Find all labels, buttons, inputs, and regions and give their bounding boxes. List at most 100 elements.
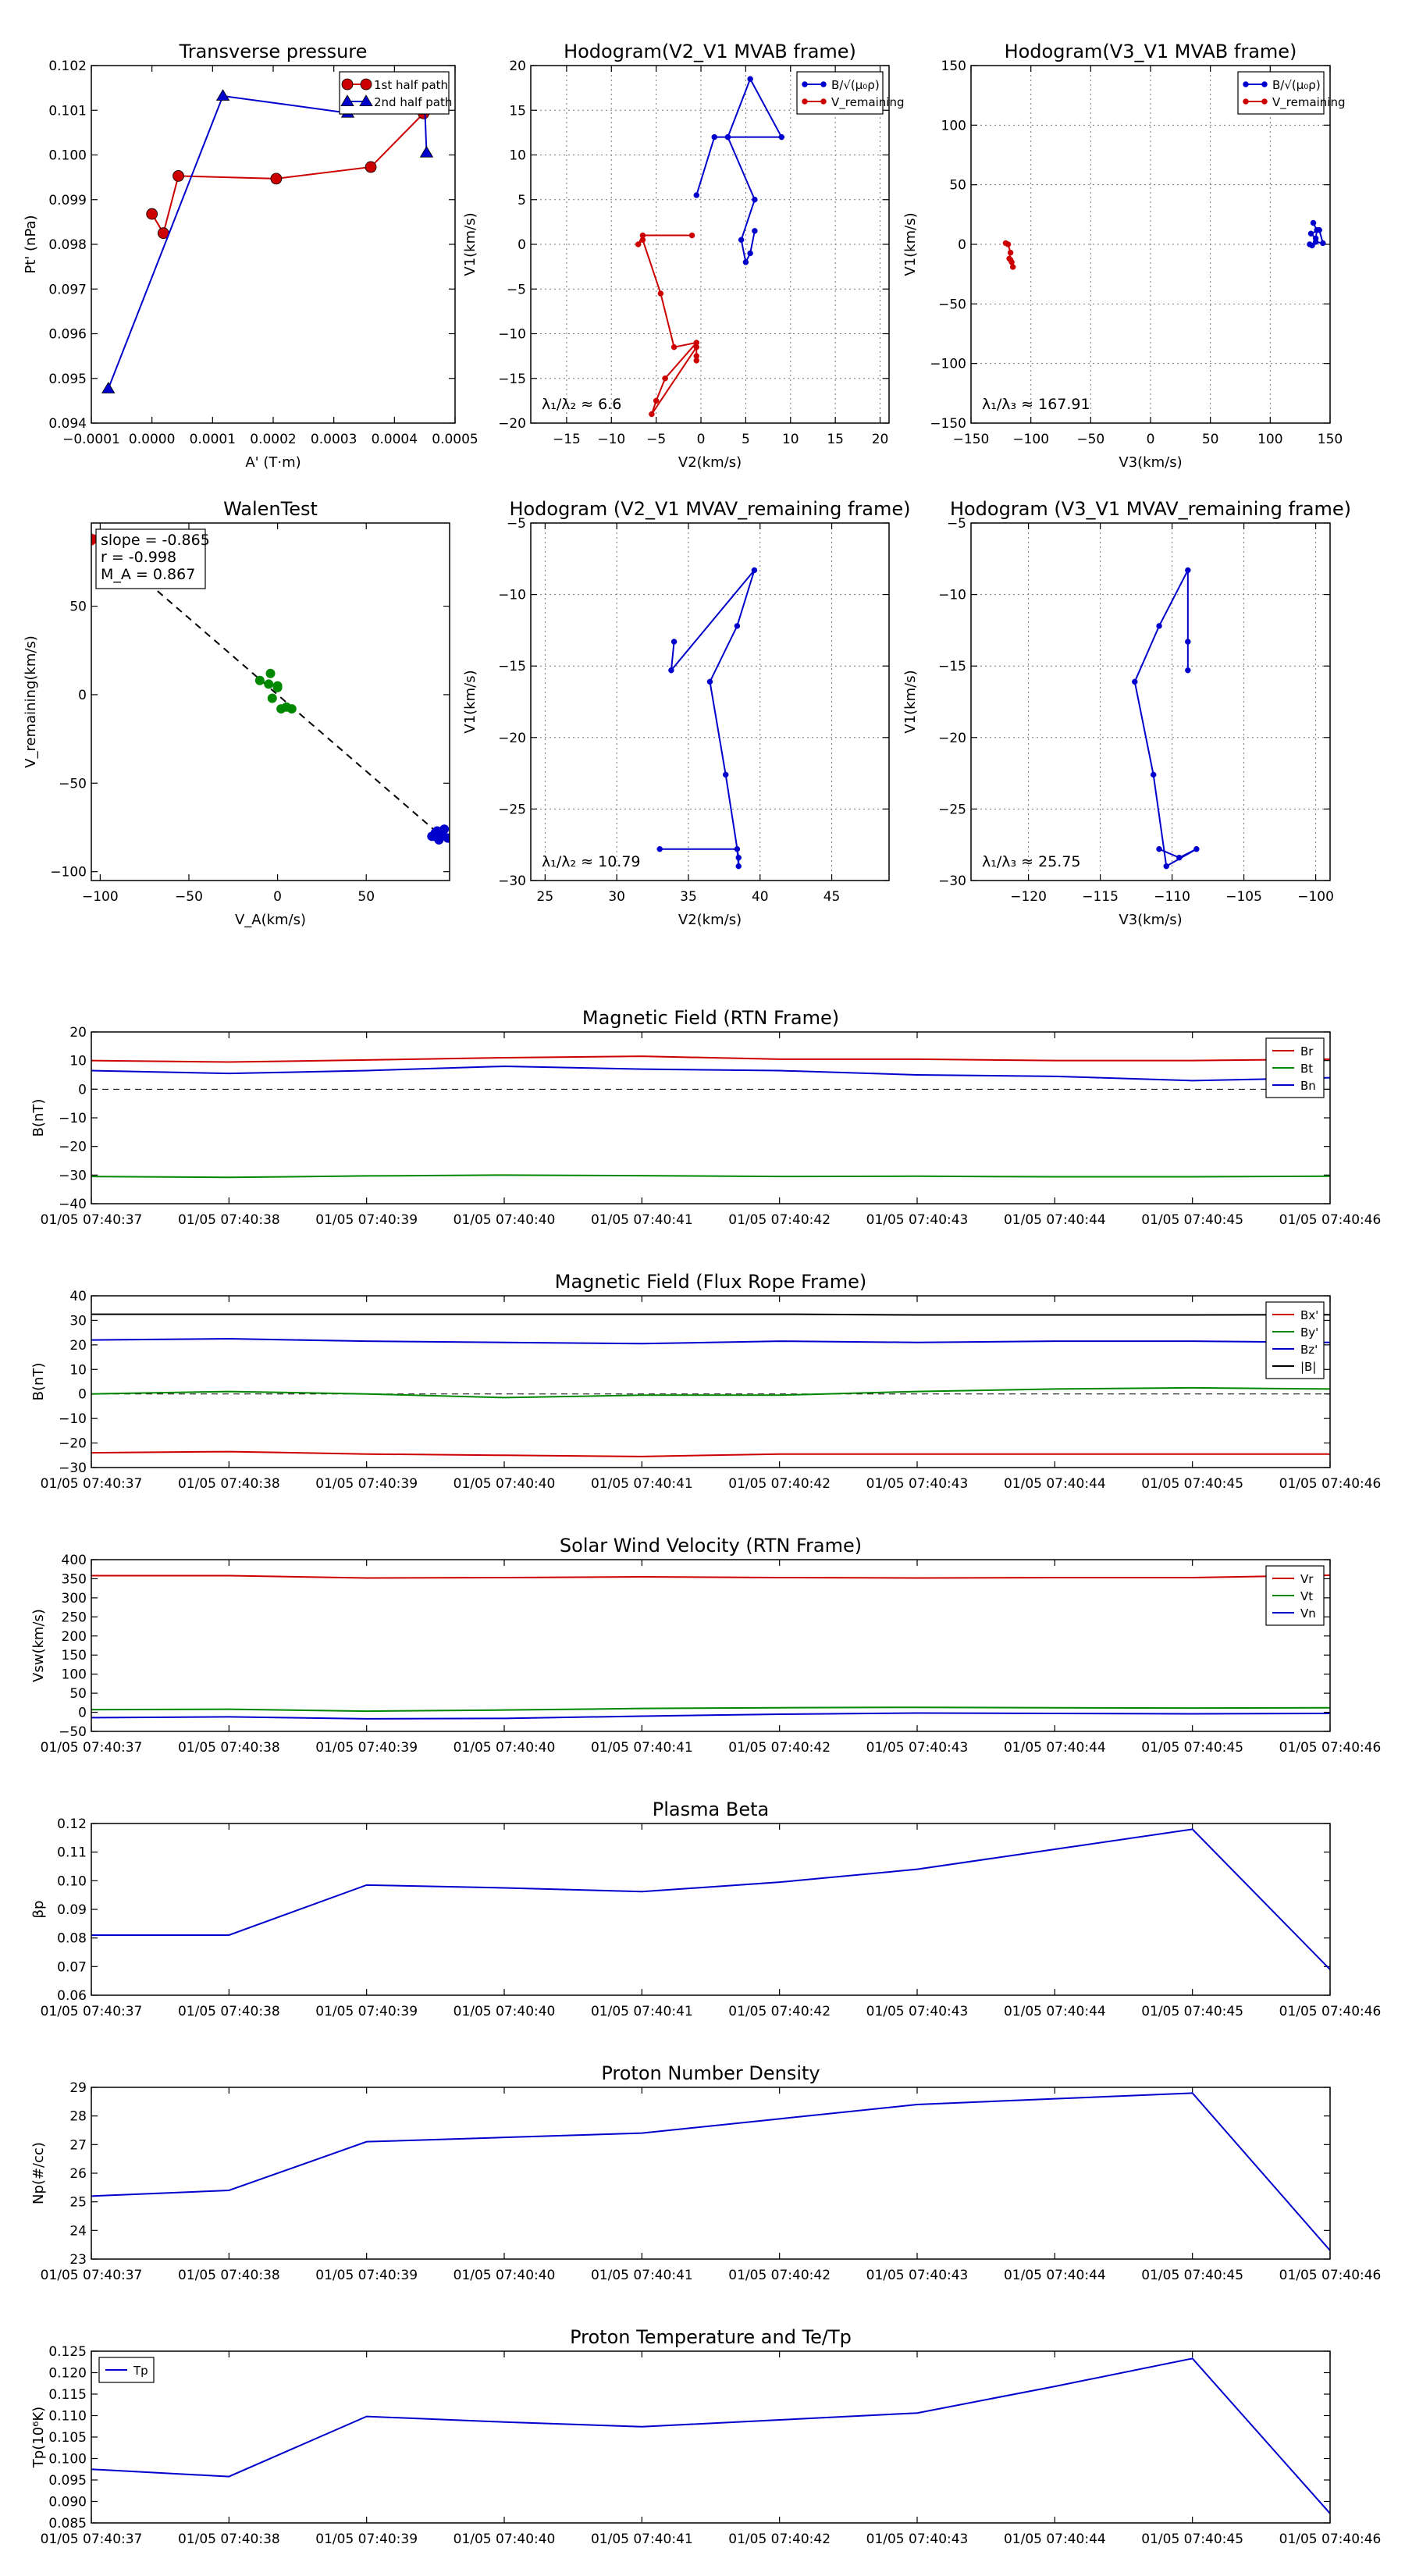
plot-frame (91, 1295, 1331, 1468)
y-tick-label: 0.10 (57, 1873, 87, 1889)
chart-title: Proton Number Density (601, 2062, 820, 2084)
x-tick-label: 0.0002 (250, 432, 296, 447)
y-tick-label: 0.094 (48, 416, 87, 432)
x-tick-label: 01/05 07:40:42 (728, 2532, 831, 2547)
data-point (706, 678, 713, 685)
data-point (1156, 623, 1162, 629)
x-tick-label: −5 (646, 432, 666, 447)
y-tick-label: 0.110 (48, 2409, 87, 2425)
x-tick-label: −0.0001 (62, 432, 120, 447)
x-tick-label: 01/05 07:40:37 (41, 1476, 143, 1492)
y-axis-label: V1(km/s) (902, 670, 919, 733)
y-tick-label: 26 (69, 2166, 87, 2182)
data-point (656, 845, 663, 852)
x-tick-label: 01/05 07:40:38 (178, 2268, 280, 2283)
x-tick-label: −15 (553, 432, 581, 447)
data-point (693, 358, 700, 364)
y-tick-label: −15 (498, 372, 526, 387)
ratio-annotation: λ₁/λ₃ ≈ 167.91 (982, 396, 1090, 413)
data-point (657, 290, 664, 297)
y-tick-label: 50 (949, 178, 966, 194)
y-tick-label: 0.102 (48, 59, 87, 74)
x-tick-label: 01/05 07:40:43 (866, 1476, 969, 1492)
series-line (91, 1450, 1330, 1457)
series-hodo_mvav_31-0 (1132, 567, 1200, 870)
stats-line: M_A = 0.867 (101, 566, 195, 583)
y-tick-label: 5 (518, 193, 526, 208)
x-tick-label: 01/05 07:40:44 (1004, 1476, 1106, 1492)
series-line (91, 2357, 1330, 2514)
series-walen-1 (254, 668, 297, 714)
series-b_fr-2 (91, 1337, 1330, 1345)
x-tick-label: 01/05 07:40:40 (454, 1476, 556, 1492)
x-tick-label: 150 (1318, 432, 1343, 447)
x-axis-label: V_A(km/s) (235, 912, 306, 928)
x-tick-label: 01/05 07:40:45 (1141, 2532, 1243, 2547)
y-tick-label: 400 (62, 1553, 87, 1568)
y-tick-label: 0.099 (48, 193, 87, 208)
series-line (91, 1055, 1330, 1063)
y-tick-label: −20 (498, 416, 526, 432)
legend-marker (360, 78, 372, 91)
series-hodo_mvab_31-1 (1002, 240, 1016, 270)
data-point (267, 693, 277, 703)
y-tick-label: 50 (69, 1686, 87, 1702)
plot-frame (91, 65, 456, 424)
y-tick-label: −20 (59, 1140, 87, 1155)
series-line (91, 1337, 1330, 1345)
data-point (752, 228, 758, 234)
y-tick-label: 28 (69, 2109, 87, 2125)
y-tick-label: 250 (62, 1610, 87, 1625)
x-tick-label: 01/05 07:40:42 (728, 2004, 831, 2019)
series-line (1133, 569, 1197, 868)
series-hodo_mvab_31-0 (1307, 219, 1326, 249)
y-axis-label: βp (30, 1901, 47, 1919)
chart-vsw: −50 0 50 100 150 200 250 300 350 400 01/05 07:40:3… (30, 1535, 1381, 1756)
data-point (693, 192, 700, 198)
data-point (668, 667, 674, 674)
y-tick-label: 27 (69, 2137, 87, 2153)
x-tick-label: −100 (1012, 432, 1049, 447)
y-tick-label: 40 (69, 1289, 87, 1304)
y-axis-label: V_remaining(km/s) (23, 635, 39, 768)
legend: B/√(μ₀ρ) V_remaining (1237, 71, 1346, 115)
x-tick-label: 01/05 07:40:44 (1004, 2268, 1106, 2283)
data-point (735, 854, 742, 861)
data-point (1176, 854, 1183, 861)
y-tick-label: −5 (947, 516, 966, 532)
y-tick-label: 100 (62, 1667, 87, 1683)
legend-label: Bt (1300, 1062, 1313, 1076)
x-tick-label: 01/05 07:40:41 (591, 2532, 693, 2547)
legend-label: Bx' (1300, 1308, 1318, 1322)
x-tick-label: 20 (872, 432, 889, 447)
y-tick-label: 20 (509, 59, 526, 74)
y-tick-label: 150 (62, 1648, 87, 1663)
y-tick-label: −20 (498, 731, 526, 746)
y-axis-label: Pt' (nPa) (23, 215, 39, 273)
data-point (742, 259, 749, 265)
x-tick-label: −100 (82, 889, 119, 905)
y-tick-label: −10 (938, 588, 966, 603)
x-tick-label: 01/05 07:40:41 (591, 2004, 693, 2019)
y-tick-label: −5 (507, 516, 526, 532)
y-tick-label: −50 (938, 297, 966, 312)
legend-label: Bn (1300, 1079, 1316, 1093)
y-tick-label: −15 (498, 659, 526, 674)
data-point (270, 173, 283, 185)
y-tick-label: 200 (62, 1629, 87, 1645)
series-b_rtn-0 (91, 1055, 1330, 1063)
data-point (722, 771, 729, 778)
y-tick-label: 15 (509, 103, 526, 119)
chart-title: Magnetic Field (RTN Frame) (582, 1007, 839, 1029)
y-tick-label: 0.097 (48, 282, 87, 297)
series-line (91, 2092, 1330, 2251)
data-point (1007, 257, 1014, 263)
data-point (173, 170, 184, 182)
y-tick-label: 0.07 (57, 1959, 87, 1975)
data-point (778, 133, 785, 141)
chart-title: Transverse pressure (179, 41, 368, 62)
data-point (1193, 845, 1200, 852)
x-tick-label: −115 (1082, 889, 1119, 905)
plot-frame (91, 1823, 1331, 1996)
